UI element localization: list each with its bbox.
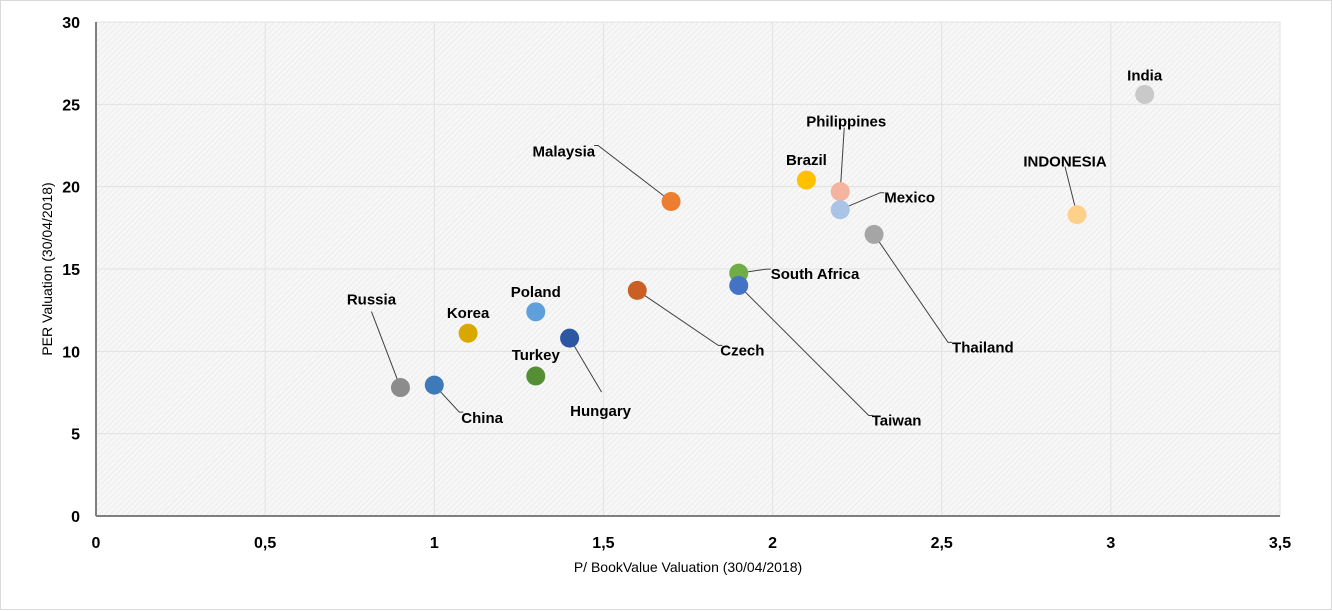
data-point-russia: [390, 378, 410, 398]
x-tick-label: 1: [430, 535, 439, 552]
point-label-mexico: Mexico: [884, 190, 935, 207]
point-label-hungary: Hungary: [570, 403, 632, 420]
point-labels: Russia China Korea Poland Turkey Hungary Czech…: [347, 67, 1163, 429]
data-point-brazil: [796, 170, 816, 190]
leader-line-czech: [636, 289, 723, 346]
data-point-hungary: [560, 328, 580, 348]
x-tick-labels: 0 0,5 1 1,5 2 2,5 3 3,5: [92, 535, 1292, 552]
data-point-korea: [458, 323, 478, 343]
leader-line-hungary: [569, 337, 603, 393]
x-tick-label: 3: [1106, 535, 1115, 552]
data-point-india: [1135, 84, 1155, 104]
point-label-korea: Korea: [447, 305, 490, 322]
data-point-poland: [526, 302, 546, 322]
y-tick-labels: 0 5 10 15 20 25 30: [62, 15, 80, 526]
leader-line-taiwan: [738, 285, 873, 416]
leader-line-malaysia: [594, 144, 672, 202]
y-axis-title: PER Valuation (30/04/2018): [39, 182, 55, 355]
x-tick-label: 2: [768, 535, 777, 552]
y-tick-label: 25: [62, 97, 80, 114]
data-point-czech: [627, 280, 647, 300]
data-point-mexico: [830, 200, 850, 220]
data-point-indonesia: [1067, 205, 1087, 225]
leader-line-russia: [370, 311, 401, 388]
point-label-turkey: Turkey: [512, 347, 561, 364]
y-tick-label: 0: [71, 509, 80, 526]
point-label-poland: Poland: [511, 284, 561, 301]
y-tick-label: 5: [71, 427, 80, 444]
x-tick-label: 0,5: [254, 535, 276, 552]
x-tick-label: 2,5: [931, 535, 953, 552]
x-tick-label: 0: [92, 535, 101, 552]
data-point-turkey: [526, 366, 546, 386]
data-point-thailand: [864, 224, 884, 244]
leader-line-philippines: [839, 127, 845, 192]
point-label-russia: Russia: [347, 292, 397, 309]
data-points: [390, 84, 1155, 398]
point-label-south-africa: South Africa: [771, 266, 860, 283]
leader-line-thailand: [873, 234, 953, 343]
x-tick-label: 3,5: [1269, 535, 1291, 552]
point-label-czech: Czech: [720, 342, 764, 359]
y-tick-label: 15: [62, 262, 80, 279]
leader-line-mexico: [840, 192, 885, 211]
point-label-taiwan: Taiwan: [872, 412, 922, 429]
point-label-philippines: Philippines: [806, 114, 886, 131]
point-label-india: India: [1127, 67, 1163, 84]
x-axis-title: P/ BookValue Valuation (30/04/2018): [574, 559, 802, 575]
data-point-malaysia: [661, 191, 681, 211]
leader-line-china: [433, 384, 464, 413]
y-tick-label: 30: [62, 15, 80, 32]
y-tick-label: 20: [62, 180, 80, 197]
data-point-china: [424, 375, 444, 395]
axes: [95, 22, 1280, 517]
y-tick-label: 10: [62, 344, 80, 361]
data-point-taiwan: [729, 275, 749, 295]
point-label-indonesia: INDONESIA: [1023, 154, 1107, 171]
point-label-brazil: Brazil: [786, 152, 827, 169]
x-tick-label: 1,5: [592, 535, 614, 552]
data-point-philippines: [830, 182, 850, 202]
gridlines: [96, 21, 1281, 516]
point-label-malaysia: Malaysia: [533, 143, 596, 160]
point-label-thailand: Thailand: [952, 339, 1014, 356]
point-label-china: China: [461, 410, 503, 427]
